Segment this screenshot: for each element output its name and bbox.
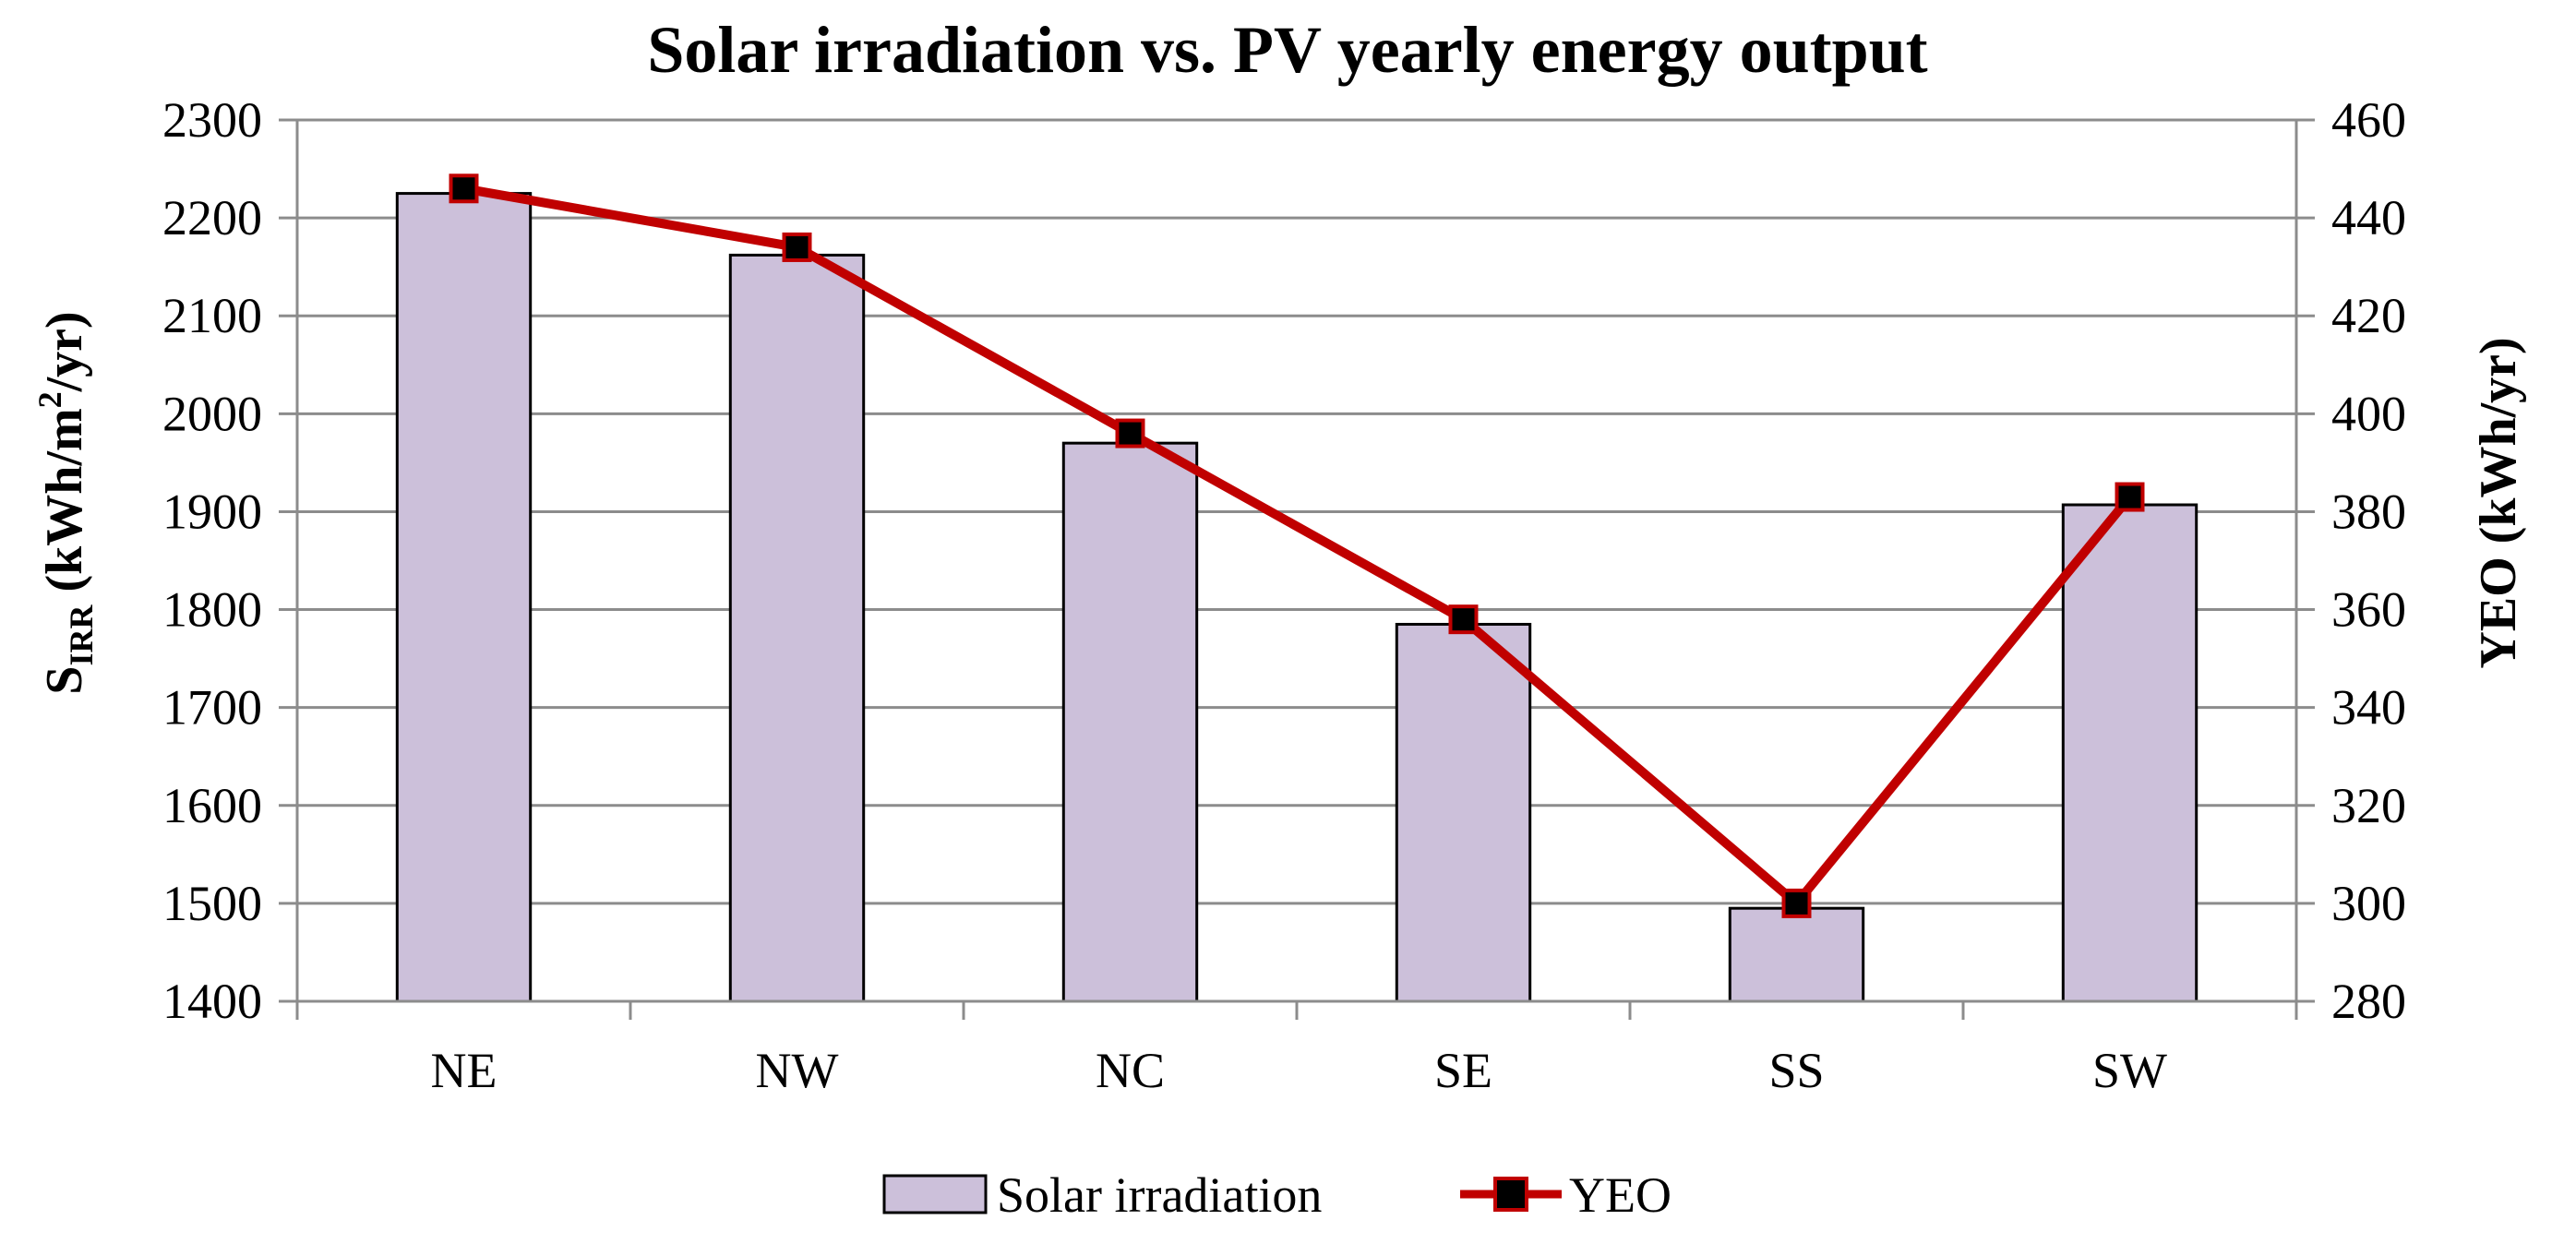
- left-axis-title-superscript: 2: [31, 391, 68, 408]
- yeo-marker-se: [1448, 604, 1479, 635]
- bar-se: [1395, 622, 1532, 1003]
- left-axis-title-unit-1: (kWh/m: [36, 408, 93, 604]
- yeo-marker-ne: [449, 173, 479, 204]
- yeo-marker-nc: [1115, 418, 1145, 449]
- right-tick-label-4: 360: [2331, 582, 2406, 638]
- bar-nw: [728, 253, 866, 1003]
- left-tick-label-6: 2000: [162, 386, 262, 441]
- chart-title: Solar irradiation vs. PV yearly energy o…: [647, 13, 1927, 87]
- left-tick-label-1: 1500: [162, 876, 262, 931]
- left-tick-label-8: 2200: [162, 190, 262, 245]
- category-label-se: SE: [1434, 1043, 1492, 1098]
- left-tick-label-3: 1700: [162, 680, 262, 736]
- right-axis-title: YEO (kWh/yr): [2470, 337, 2527, 668]
- gridlines: [297, 118, 2296, 1003]
- right-tick-label-0: 280: [2331, 974, 2406, 1029]
- yeo-line: [459, 184, 2135, 908]
- left-tick-label-4: 1800: [162, 582, 262, 638]
- left-axis-title: SIRR (kWh/m2/yr): [31, 311, 100, 694]
- left-axis-title-main: S: [36, 666, 93, 695]
- left-tick-label-9: 2300: [162, 92, 262, 148]
- yeo-marker-sw: [2115, 482, 2145, 512]
- legend-swatch-solar-irradiation: [882, 1174, 988, 1214]
- left-axis-title-subscript: IRR: [63, 604, 100, 666]
- bar-ss: [1728, 906, 1865, 1003]
- right-tick-label-8: 440: [2331, 190, 2406, 245]
- left-tick-label-5: 1900: [162, 484, 262, 539]
- legend-label-yeo: YEO: [1569, 1167, 1671, 1223]
- bar-nc: [1061, 441, 1199, 1003]
- left-tick-label-2: 1600: [162, 778, 262, 833]
- line-series: [449, 173, 2145, 918]
- right-tick-label-6: 400: [2331, 386, 2406, 441]
- left-axis-title-unit-2: /yr): [36, 311, 93, 392]
- right-tick-label-9: 460: [2331, 92, 2406, 148]
- left-axis-ticks: 1400 1500 1600 1700 1800 1900 2000 2100 2200 2300: [162, 92, 262, 1029]
- right-tick-label-5: 380: [2331, 484, 2406, 539]
- category-label-ne: NE: [431, 1043, 497, 1098]
- right-axis-ticks: 280 300 320 340 360 380 400 420 440 460: [2331, 92, 2406, 1029]
- category-label-ss: SS: [1768, 1043, 1824, 1098]
- yeo-marker-nw: [782, 232, 812, 262]
- left-tick-label-7: 2100: [162, 288, 262, 343]
- right-tick-label-3: 340: [2331, 680, 2406, 736]
- bar-ne: [395, 192, 533, 1003]
- right-tick-label-7: 420: [2331, 288, 2406, 343]
- left-tick-label-0: 1400: [162, 974, 262, 1029]
- category-label-nc: NC: [1096, 1043, 1165, 1098]
- right-tick-label-1: 300: [2331, 876, 2406, 931]
- right-tick-label-2: 320: [2331, 778, 2406, 833]
- bar-sw: [2061, 503, 2199, 1003]
- legend: Solar irradiation YEO: [882, 1167, 1671, 1223]
- category-label-nw: NW: [756, 1043, 839, 1098]
- yeo-marker-ss: [1781, 888, 1812, 918]
- category-label-sw: SW: [2092, 1043, 2167, 1098]
- axes: [279, 118, 2315, 1020]
- legend-marker-yeo: [1493, 1177, 1528, 1212]
- category-labels: NE NW NC SE SS SW: [431, 1043, 2168, 1098]
- legend-label-solar-irradiation: Solar irradiation: [997, 1167, 1322, 1223]
